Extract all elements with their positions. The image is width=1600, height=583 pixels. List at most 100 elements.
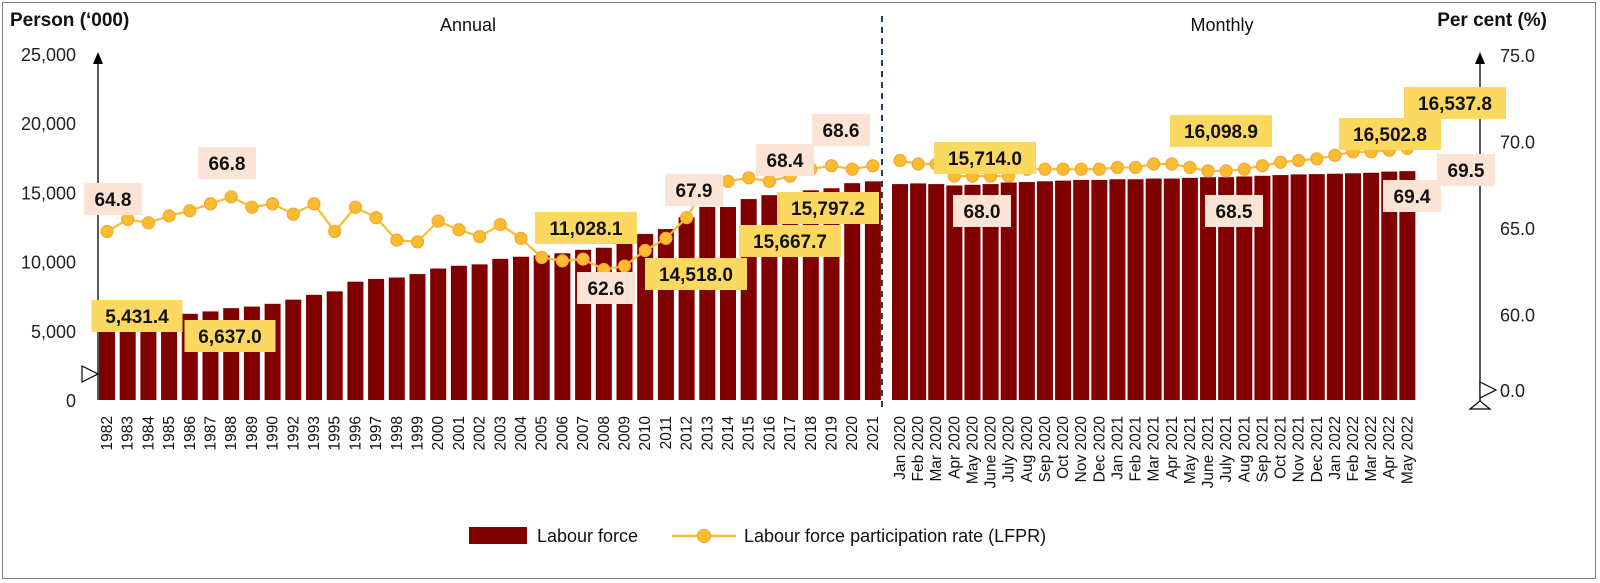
bar-label-July-2020: 15,714.0 bbox=[934, 142, 1036, 174]
lfpr-point-2004 bbox=[514, 231, 528, 245]
bar-Sep-2020 bbox=[1036, 181, 1053, 400]
lfpr-point-2012 bbox=[679, 211, 694, 225]
left-axis-break-marker bbox=[81, 365, 100, 383]
x-tick-label: 1992 bbox=[285, 416, 302, 450]
lfpr-point-2019 bbox=[824, 159, 839, 173]
lfpr-point-Jan-2021 bbox=[1110, 160, 1125, 175]
x-tick-label: Nov 2021 bbox=[1291, 416, 1308, 482]
lfpr-point-2001 bbox=[452, 223, 466, 237]
lfpr-point-Jan-2022 bbox=[1328, 148, 1342, 162]
x-tick-label: Mar 2021 bbox=[1146, 416, 1163, 481]
left-axis-arrow bbox=[93, 52, 103, 64]
x-tick-label: Feb 2021 bbox=[1128, 416, 1145, 482]
bar-label-Aug-2021: 16,098.9 bbox=[1170, 115, 1272, 147]
bar-June-2020 bbox=[982, 184, 999, 400]
lfpr-label-2021-text: 68.6 bbox=[823, 121, 860, 142]
x-tick-label: 1999 bbox=[410, 416, 427, 450]
bar-Feb-2020 bbox=[910, 183, 927, 400]
x-tick-label: Apr 2021 bbox=[1164, 416, 1181, 479]
x-tick-label: Aug 2020 bbox=[1019, 416, 1036, 483]
bar-label-1988: 6,637.0 bbox=[184, 320, 276, 352]
x-tick-label: 2004 bbox=[513, 416, 530, 451]
bar-label-1988-text: 6,637.0 bbox=[198, 327, 261, 348]
x-tick-label: 1993 bbox=[306, 416, 323, 450]
right-axis-break-marker-top bbox=[1479, 381, 1498, 399]
lfpr-label-2015-box bbox=[665, 174, 723, 206]
lfpr-label-2021-box bbox=[812, 114, 870, 146]
lfpr-point-2005 bbox=[535, 250, 549, 265]
bar-1996 bbox=[347, 281, 364, 400]
lfpr-point-2016 bbox=[762, 174, 777, 188]
lfpr-point-July-2021 bbox=[1219, 164, 1233, 178]
lfpr-point-2015 bbox=[742, 171, 756, 185]
x-tick-label: 2005 bbox=[534, 416, 551, 450]
legend-swatch-labour-force bbox=[469, 527, 527, 544]
bar-label-May-2022-box bbox=[1404, 87, 1506, 119]
lfpr-label-Aug-2021-text: 68.5 bbox=[1216, 202, 1253, 223]
left-tick-label: 5,000 bbox=[31, 322, 76, 342]
right-axis-arrow bbox=[1475, 52, 1485, 64]
x-tick-label: Apr 2020 bbox=[946, 416, 963, 479]
lfpr-point-2011 bbox=[659, 231, 673, 245]
x-tick-label: 2017 bbox=[782, 416, 799, 450]
x-tick-label: 1998 bbox=[389, 416, 406, 450]
x-tick-label: 2012 bbox=[679, 416, 696, 450]
lfpr-label-Aug-2021: 68.5 bbox=[1205, 195, 1263, 227]
bar-2013 bbox=[699, 206, 716, 400]
lfpr-point-1984 bbox=[141, 216, 155, 230]
bar-label-Aug-2021-box bbox=[1170, 115, 1272, 147]
lfpr-point-2006 bbox=[555, 254, 570, 268]
x-tick-label: Sep 2020 bbox=[1037, 416, 1054, 483]
panel-title-monthly: Monthly bbox=[1190, 15, 1253, 35]
x-tick-label: 2010 bbox=[637, 416, 654, 451]
bar-label-Apr-2022: 16,502.8 bbox=[1339, 118, 1441, 150]
lfpr-label-July-2020-text: 68.0 bbox=[964, 202, 1001, 223]
lfpr-label-2008-box bbox=[577, 272, 635, 304]
lfpr-point-2020 bbox=[845, 162, 859, 176]
bar-Oct-2020 bbox=[1055, 180, 1072, 400]
bar-2000 bbox=[430, 268, 447, 400]
x-tick-label: Aug 2021 bbox=[1236, 416, 1253, 482]
lfpr-point-1985 bbox=[162, 209, 176, 223]
lfpr-label-1988-box bbox=[198, 147, 256, 179]
lfpr-label-1982-box bbox=[84, 183, 142, 215]
bar-Jan-2020 bbox=[892, 184, 908, 400]
lfpr-point-Sep-2021 bbox=[1255, 159, 1270, 173]
right-axis-title: Per cent (%) bbox=[1437, 10, 1547, 31]
bar-label-May-2022: 16,537.8 bbox=[1404, 87, 1506, 119]
x-tick-label: 1986 bbox=[182, 416, 199, 450]
lfpr-point-1996 bbox=[348, 200, 362, 214]
bar-May-2021 bbox=[1181, 177, 1198, 400]
x-tick-label: 1982 bbox=[99, 416, 116, 450]
lfpr-point-1983 bbox=[121, 212, 135, 226]
x-tick-label: 1989 bbox=[244, 416, 261, 450]
bar-1999 bbox=[409, 274, 426, 400]
lfpr-label-2020-text: 68.4 bbox=[767, 151, 804, 172]
bar-Apr-2020 bbox=[946, 185, 963, 400]
bar-Sep-2021 bbox=[1254, 175, 1271, 400]
right-tick-label: 0.0 bbox=[1500, 381, 1525, 401]
bar-Apr-2022 bbox=[1381, 171, 1398, 400]
lfpr-point-2002 bbox=[473, 230, 487, 244]
bar-label-Apr-2022-text: 16,502.8 bbox=[1353, 125, 1427, 146]
lfpr-point-June-2021 bbox=[1201, 164, 1215, 178]
lfpr-point-1998 bbox=[390, 233, 404, 247]
lfpr-label-2015-text: 67.9 bbox=[676, 181, 713, 202]
left-tick-label: 15,000 bbox=[21, 183, 76, 203]
x-tick-label: Jan 2022 bbox=[1327, 416, 1344, 480]
bar-label-1982-text: 5,431.4 bbox=[105, 307, 169, 328]
bar-label-July-2020-box bbox=[934, 142, 1036, 174]
bar-label-July-2020-text: 15,714.0 bbox=[948, 149, 1022, 170]
left-tick-label: 20,000 bbox=[21, 114, 76, 134]
bar-2004 bbox=[513, 256, 529, 400]
lfpr-label-May-2022: 69.5 bbox=[1437, 154, 1495, 186]
bar-2020 bbox=[844, 183, 861, 400]
bar-Feb-2021 bbox=[1127, 179, 1144, 400]
bar-label-2020-box bbox=[739, 225, 841, 257]
bar-label-2015-text: 14,518.0 bbox=[659, 265, 733, 286]
bar-label-1982-box bbox=[91, 300, 183, 332]
x-tick-label: Dec 2021 bbox=[1309, 416, 1326, 482]
bar-label-2020-text: 15,667.7 bbox=[753, 232, 827, 253]
x-tick-label: Feb 2022 bbox=[1345, 416, 1362, 482]
